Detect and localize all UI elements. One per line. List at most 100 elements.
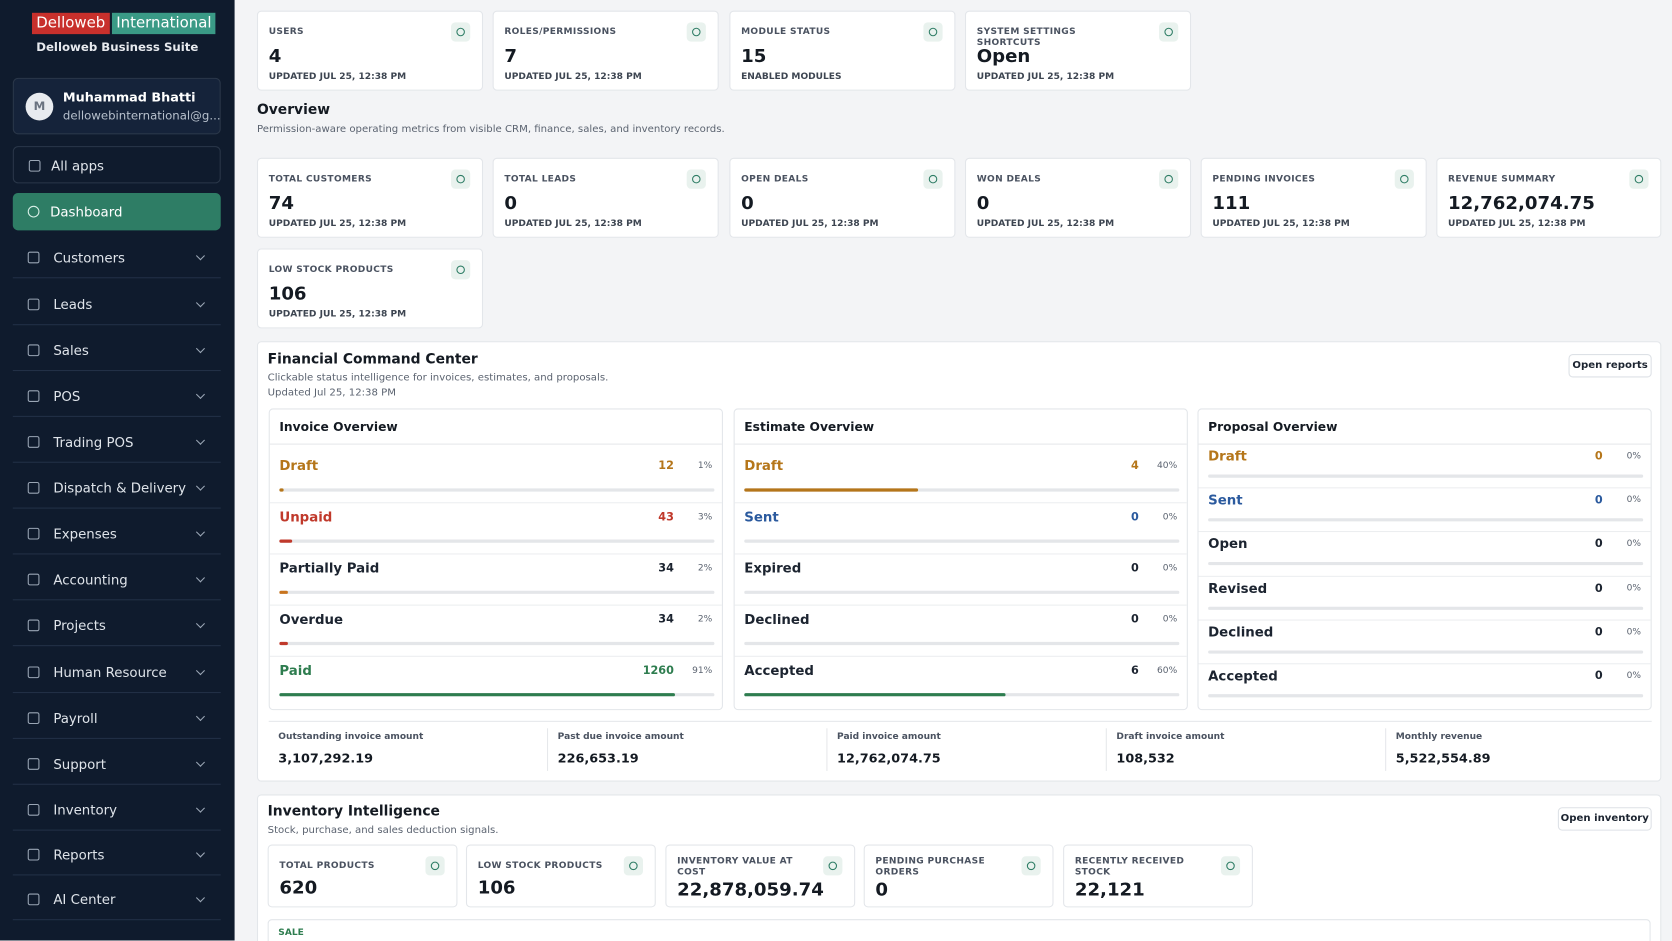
status-label: Declined	[744, 610, 810, 627]
nav-label: Reports	[53, 846, 105, 863]
row-divider	[1198, 619, 1651, 621]
nav-item[interactable]: Projects	[12, 604, 221, 647]
status-label: Sent	[744, 508, 779, 525]
sidebar: Delloweb International Delloweb Business…	[0, 0, 235, 941]
chevron	[195, 618, 205, 628]
status-label: Draft	[1208, 447, 1247, 464]
metric-card: TOTAL LEADS 0 UPDATED JUL 25, 12:38 PM	[492, 157, 719, 238]
summary-value: 226,653.19	[557, 750, 639, 766]
nav-label: AI Center	[53, 890, 116, 907]
card-label: INVENTORY VALUE AT COST	[677, 856, 793, 878]
nav-item[interactable]: Human Resource	[12, 650, 221, 694]
nav-label: Projects	[53, 616, 106, 633]
progress-track	[744, 539, 1180, 543]
progress-track	[744, 641, 1180, 646]
user-email: dellowebinternational@g...	[62, 108, 221, 123]
card-value: Open	[976, 45, 1031, 68]
section-label: SALE	[278, 927, 304, 939]
nav-icon	[27, 665, 40, 678]
card-value: 22,878,059.74	[677, 879, 824, 902]
progress-track	[1208, 606, 1644, 610]
status-count: 0	[1594, 537, 1603, 551]
nav-label: Support	[53, 755, 107, 772]
summary-value: 3,107,292.19	[278, 750, 374, 766]
nav-item[interactable]: Sales	[12, 328, 221, 372]
nav-item[interactable]: Accounting	[12, 558, 221, 601]
progress-bar	[279, 488, 284, 492]
nav-item[interactable]: Inventory	[12, 788, 221, 831]
chevron	[195, 892, 205, 902]
status-pct: 40%	[1157, 460, 1178, 472]
row-divider	[734, 502, 1187, 504]
chevron	[195, 297, 205, 307]
card-value: 0	[504, 193, 517, 215]
nav-icon	[27, 527, 40, 540]
divider	[734, 443, 1187, 445]
card-label: USERS	[268, 26, 304, 38]
card-icon	[1394, 169, 1414, 189]
box-title: Invoice Overview	[279, 419, 398, 434]
nav-label: Customers	[53, 248, 126, 265]
nav-label: Inventory	[53, 801, 117, 818]
card-value: 12,762,074.75	[1448, 193, 1595, 215]
sale-box: SALE	[267, 919, 1651, 941]
nav-item[interactable]: Support	[12, 742, 221, 785]
chevron	[195, 757, 205, 767]
progress-track	[1208, 518, 1644, 522]
card-icon	[823, 856, 843, 876]
nav-icon	[27, 573, 40, 585]
metric-card: ROLES/PERMISSIONS 7 UPDATED JUL 25, 12:38 …	[492, 10, 719, 91]
card-sub: UPDATED JUL 25, 12:38 PM	[1448, 218, 1586, 230]
status-count: 0	[1594, 669, 1603, 683]
status-count: 0	[1594, 625, 1603, 639]
user-card[interactable]: M Muhammad Bhatti dellowebinternational@…	[12, 77, 221, 135]
nav-item[interactable]: Trading POS	[12, 420, 221, 463]
nav-icon	[27, 848, 40, 860]
progress-track	[744, 590, 1180, 594]
metric-card: OPEN DEALS 0 UPDATED JUL 25, 12:38 PM	[729, 157, 956, 238]
card-label: PENDING PURCHASE ORDERS	[875, 856, 986, 878]
card-sub: UPDATED JUL 25, 12:38 PM	[976, 71, 1115, 83]
card-value: 620	[279, 877, 318, 899]
metric-card: INVENTORY VALUE AT COST 22,878,059.74	[665, 844, 856, 908]
nav-item[interactable]: AI Center	[12, 878, 221, 921]
row-divider	[269, 655, 722, 657]
nav-label: Accounting	[53, 571, 128, 587]
card-sub: UPDATED JUL 25, 12:38 PM	[1212, 218, 1350, 230]
card-label: TOTAL CUSTOMERS	[268, 173, 372, 185]
nav-item[interactable]: Leads	[12, 283, 221, 326]
nav-item[interactable]: Reports	[12, 833, 221, 876]
metric-card: RECENTLY RECEIVED STOCK 22,121	[1063, 844, 1253, 908]
progress-track	[279, 488, 715, 492]
nav-item[interactable]: Dashboard	[12, 193, 221, 231]
nav-label: Sales	[53, 341, 89, 358]
open-reports-button[interactable]: Open reports	[1568, 354, 1652, 378]
progress-track	[279, 539, 715, 543]
col-divider	[1385, 728, 1387, 771]
open-inventory-button[interactable]: Open inventory	[1557, 807, 1652, 831]
nav-item[interactable]: Expenses	[12, 512, 221, 555]
nav-item[interactable]: All apps	[12, 146, 221, 184]
nav-item[interactable]: Dispatch & Delivery	[12, 466, 221, 509]
nav-icon	[27, 205, 40, 218]
box-title: Proposal Overview	[1208, 419, 1338, 434]
nav-item[interactable]: Customers	[12, 236, 221, 279]
metric-card: TOTAL CUSTOMERS 74 UPDATED JUL 25, 12:38 P…	[256, 157, 484, 238]
progress-track	[1208, 474, 1644, 478]
section-subtitle: Permission-aware operating metrics from …	[256, 123, 725, 136]
chevron	[195, 343, 205, 353]
status-label: Open	[1208, 535, 1248, 552]
row-divider	[269, 502, 722, 504]
metric-card: LOW STOCK PRODUCTS 106	[465, 844, 656, 908]
col-divider	[826, 728, 828, 771]
nav-label: Expenses	[53, 525, 117, 542]
nav-item[interactable]: Payroll	[12, 696, 221, 739]
chevron	[195, 803, 205, 813]
nav-item[interactable]: POS	[12, 374, 221, 417]
nav-icon	[27, 343, 40, 356]
card-label: SYSTEM SETTINGS SHORTCUTS	[976, 26, 1076, 48]
card-sub: UPDATED JUL 25, 12:38 PM	[504, 218, 642, 230]
status-pct: 0%	[1162, 563, 1178, 574]
status-count: 34	[658, 561, 674, 575]
